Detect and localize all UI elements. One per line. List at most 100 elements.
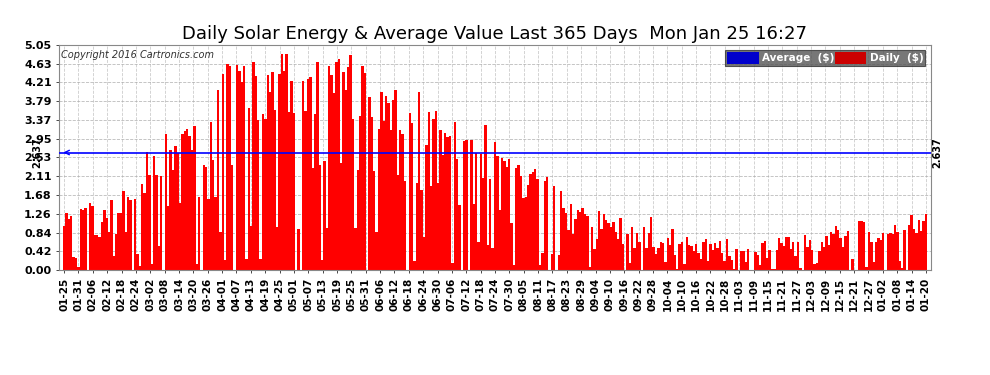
Bar [271, 72, 273, 270]
Bar [440, 130, 442, 270]
Legend: Average  ($), Daily  ($): Average ($), Daily ($) [726, 50, 926, 66]
Bar [534, 169, 537, 270]
Bar [494, 142, 496, 270]
Bar [176, 153, 179, 270]
Bar [302, 81, 304, 270]
Bar [518, 165, 520, 270]
Bar [489, 179, 491, 270]
Bar [172, 170, 174, 270]
Bar [203, 165, 205, 270]
Bar [744, 262, 747, 270]
Bar [702, 242, 705, 270]
Bar [911, 215, 913, 270]
Title: Daily Solar Energy & Average Value Last 365 Days  Mon Jan 25 16:27: Daily Solar Energy & Average Value Last … [182, 26, 808, 44]
Bar [442, 155, 445, 270]
Bar [91, 206, 94, 270]
Bar [152, 156, 155, 270]
Bar [851, 259, 853, 270]
Bar [290, 81, 293, 270]
Bar [385, 96, 387, 270]
Bar [195, 264, 198, 270]
Bar [783, 246, 785, 270]
Bar [600, 229, 603, 270]
Bar [520, 176, 522, 270]
Bar [186, 129, 188, 270]
Bar [880, 240, 882, 270]
Bar [894, 225, 896, 270]
Bar [647, 232, 650, 270]
Bar [463, 141, 465, 270]
Bar [231, 165, 234, 270]
Bar [181, 134, 184, 270]
Bar [484, 125, 487, 270]
Bar [110, 200, 113, 270]
Bar [579, 212, 581, 270]
Bar [248, 108, 249, 270]
Bar [453, 122, 456, 270]
Bar [908, 225, 911, 270]
Bar [835, 226, 838, 270]
Bar [445, 133, 446, 270]
Bar [615, 232, 617, 270]
Bar [354, 228, 356, 270]
Bar [754, 252, 756, 270]
Bar [721, 252, 724, 270]
Bar [513, 265, 515, 270]
Bar [254, 76, 257, 270]
Bar [328, 66, 331, 270]
Bar [349, 56, 351, 270]
Bar [390, 130, 392, 270]
Bar [664, 262, 666, 270]
Bar [729, 256, 731, 270]
Bar [283, 71, 285, 270]
Bar [650, 217, 652, 270]
Bar [542, 253, 544, 270]
Bar [833, 234, 835, 270]
Bar [806, 247, 809, 270]
Bar [756, 255, 759, 270]
Bar [210, 122, 212, 270]
Bar [101, 222, 103, 270]
Text: 2.637: 2.637 [933, 137, 942, 168]
Bar [603, 214, 605, 270]
Bar [627, 234, 629, 270]
Bar [565, 213, 567, 270]
Bar [479, 154, 482, 270]
Bar [785, 237, 787, 270]
Bar [297, 230, 300, 270]
Bar [122, 190, 125, 270]
Bar [496, 156, 499, 270]
Bar [472, 204, 475, 270]
Bar [608, 223, 610, 270]
Bar [285, 54, 288, 270]
Bar [591, 227, 593, 270]
Bar [838, 230, 840, 270]
Bar [775, 250, 778, 270]
Bar [714, 243, 717, 270]
Bar [321, 260, 324, 270]
Bar [351, 119, 354, 270]
Bar [598, 210, 600, 270]
Bar [790, 249, 792, 270]
Bar [378, 129, 380, 270]
Bar [63, 226, 65, 270]
Bar [652, 247, 654, 270]
Bar [821, 242, 823, 270]
Bar [733, 269, 736, 270]
Bar [215, 197, 217, 270]
Bar [356, 170, 358, 270]
Bar [717, 248, 719, 270]
Bar [326, 228, 328, 270]
Bar [899, 261, 901, 270]
Bar [448, 136, 451, 270]
Bar [868, 232, 870, 270]
Bar [828, 245, 830, 270]
Bar [522, 198, 525, 270]
Bar [361, 66, 363, 270]
Bar [530, 174, 532, 270]
Bar [892, 234, 894, 270]
Bar [657, 248, 659, 270]
Bar [863, 222, 865, 270]
Bar [191, 150, 193, 270]
Bar [458, 205, 460, 270]
